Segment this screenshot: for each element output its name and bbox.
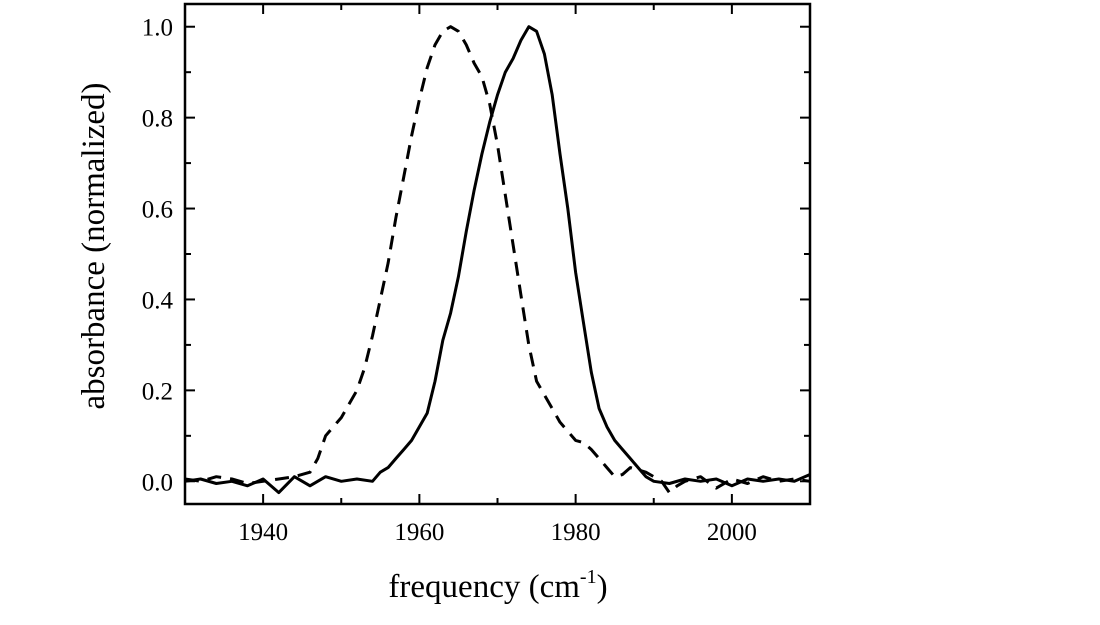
y-tick-label: 1.0 (142, 15, 173, 42)
x-axis-title-main: frequency (cm (388, 569, 580, 605)
series-line-dashed (184, 25, 811, 495)
y-tick-label: 0.4 (142, 287, 174, 314)
y-tick-label: 0.8 (142, 106, 173, 133)
series-line-solid (184, 25, 811, 495)
x-ticks: 1940 1960 1980 2000 (184, 4, 811, 546)
plot-frame (183, 2, 812, 506)
x-axis-title-superscript: -1 (580, 566, 597, 588)
x-axis-title-suffix: ) (597, 569, 608, 605)
x-axis-title: frequency (cm-1) (388, 566, 607, 605)
y-axis-title: absorbance (normalized) (76, 82, 112, 409)
y-tick-label: 0.0 (142, 469, 173, 496)
y-ticks: 0.0 0.2 0.4 0.6 0.8 1.0 (142, 15, 810, 496)
x-tick-label: 1960 (394, 519, 444, 546)
x-tick-label: 1980 (551, 519, 601, 546)
y-tick-label: 0.6 (142, 197, 173, 224)
x-tick-label: 1940 (238, 519, 288, 546)
series-layer (184, 25, 811, 495)
y-tick-label: 0.2 (142, 378, 173, 405)
x-tick-label: 2000 (707, 519, 757, 546)
